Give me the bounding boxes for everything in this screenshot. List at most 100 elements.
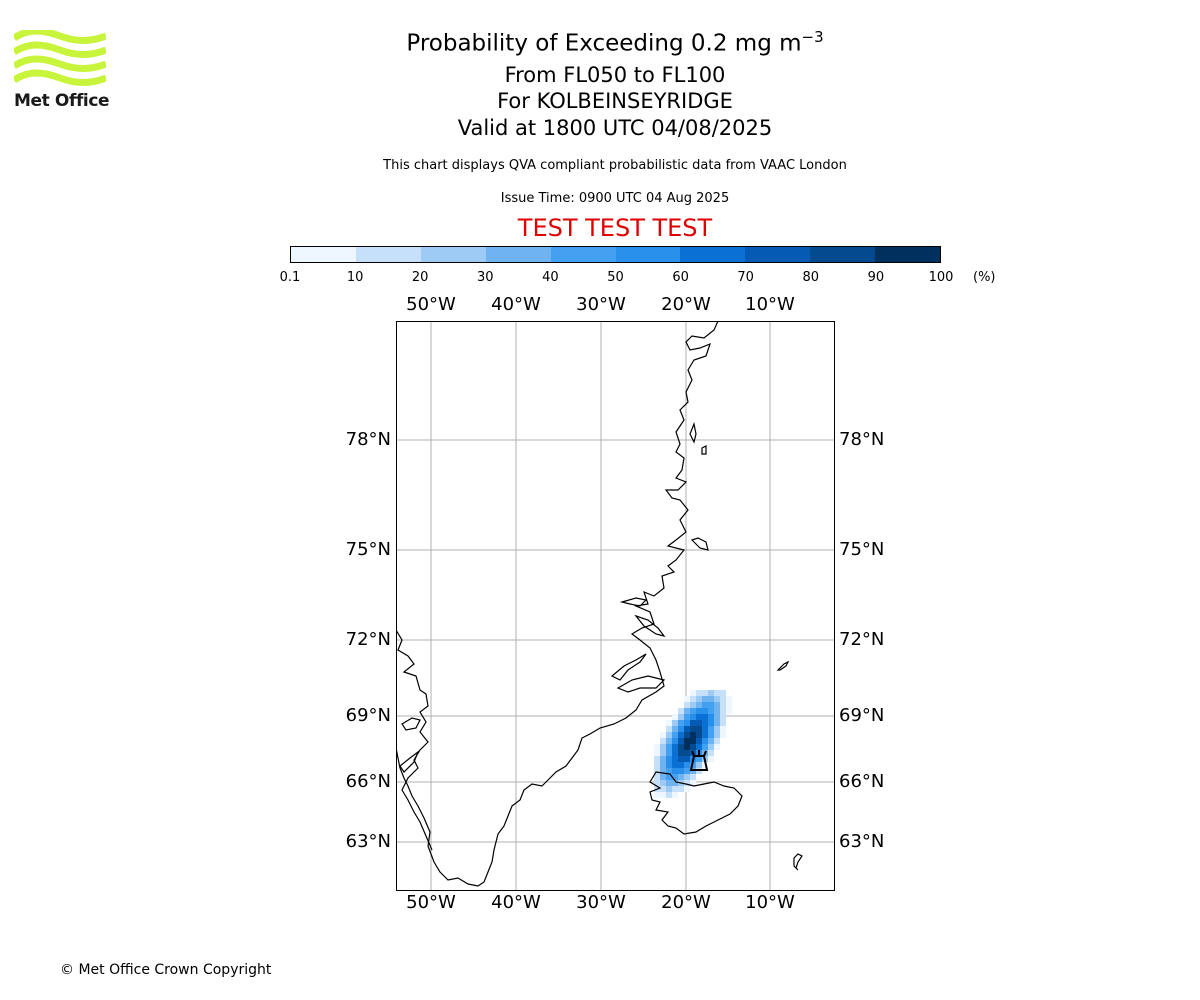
probability-cell (720, 726, 726, 732)
probability-cell (690, 696, 696, 702)
probability-cell (672, 726, 678, 732)
colorbar-tick-label: 100 (928, 270, 954, 285)
probability-cell (714, 708, 720, 714)
probability-cell (696, 726, 702, 732)
latitude-label-left: 78°N (345, 429, 391, 450)
colorbar-segment (420, 247, 486, 262)
probability-cell (684, 756, 690, 762)
colorbar-tick-label: 40 (542, 270, 559, 285)
probability-cell (696, 714, 702, 720)
latitude-label-right: 78°N (839, 429, 885, 450)
probability-cell (660, 792, 666, 798)
probability-cell (702, 720, 708, 726)
probability-cell (660, 768, 666, 774)
probability-cell (678, 738, 684, 744)
map-panel (396, 321, 835, 891)
probability-cell (720, 720, 726, 726)
map-background (396, 321, 835, 891)
coastlines (396, 321, 803, 887)
latitude-label-left: 69°N (345, 705, 391, 726)
colorbar-segment (810, 247, 876, 262)
probability-cell (702, 690, 708, 696)
probability-cell (672, 768, 678, 774)
probability-cell (654, 762, 660, 768)
issue-time: Issue Time: 0900 UTC 04 Aug 2025 (500, 191, 730, 206)
probability-cell (684, 768, 690, 774)
probability-cell (672, 720, 678, 726)
colorbar-segment (355, 247, 421, 262)
map-gridlines (396, 321, 835, 891)
probability-cell (666, 786, 672, 792)
latitude-label-right: 75°N (839, 539, 885, 560)
faroe-islands (793, 853, 803, 871)
probability-cell (708, 702, 714, 708)
probability-cell (672, 732, 678, 738)
probability-cell (708, 708, 714, 714)
probability-cell (654, 756, 660, 762)
probability-cell (726, 702, 732, 708)
probability-cell (672, 756, 678, 762)
probability-cell (714, 744, 720, 750)
latitude-label-left: 72°N (345, 629, 391, 650)
probability-cell (720, 696, 726, 702)
probability-cell (672, 750, 678, 756)
latitude-label-left: 66°N (345, 771, 391, 792)
probability-cell (708, 696, 714, 702)
probability-cell (690, 738, 696, 744)
ash-probability-field (654, 690, 732, 798)
probability-cell (720, 690, 726, 696)
probability-cell (708, 738, 714, 744)
probability-cell (672, 714, 678, 720)
probability-cell (690, 702, 696, 708)
longitude-label-top: 20°W (661, 294, 711, 315)
probability-cell (678, 720, 684, 726)
latitude-label-right: 66°N (839, 771, 885, 792)
colorbar-unit: (%) (973, 270, 996, 285)
probability-cell (666, 738, 672, 744)
probability-cell (678, 726, 684, 732)
probability-cell (702, 738, 708, 744)
colorbar-segment (485, 247, 551, 262)
colorbar-segment (745, 247, 811, 262)
colorbar-tick-label: 60 (672, 270, 689, 285)
probability-cell (660, 774, 666, 780)
svalbard-east-island (689, 421, 697, 444)
greenland-west-coast (396, 629, 433, 851)
colorbar-tick-label: 90 (867, 270, 885, 285)
chart-title: Probability of Exceeding 0.2 mg m−3 (0, 28, 1200, 57)
probability-cell (690, 732, 696, 738)
probability-cell (714, 714, 720, 720)
probability-cell (666, 750, 672, 756)
probability-cell (660, 732, 666, 738)
probability-cell (654, 750, 660, 756)
jan-mayen (776, 660, 790, 671)
probability-cell (702, 696, 708, 702)
probability-cell (654, 792, 660, 798)
probability-cell (660, 780, 666, 786)
colorbar-tick-label: 80 (802, 270, 820, 285)
met-office-logo-text: Met Office (14, 91, 110, 111)
colorbar-segment (680, 247, 746, 262)
probability-cell (708, 726, 714, 732)
probability-cell (666, 762, 672, 768)
probability-cell (690, 774, 696, 780)
probability-cell (702, 708, 708, 714)
probability-cell (708, 744, 714, 750)
probability-cell (672, 792, 678, 798)
probability-cell (690, 690, 696, 696)
probability-cell (708, 750, 714, 756)
probability-cell (672, 744, 678, 750)
probability-cell (720, 702, 726, 708)
colorbar-segment (550, 247, 616, 262)
probability-cell (708, 732, 714, 738)
probability-cell (690, 714, 696, 720)
probability-cell (660, 750, 666, 756)
probability-cell (702, 744, 708, 750)
probability-cell (660, 738, 666, 744)
probability-cell (720, 732, 726, 738)
probability-cell (678, 732, 684, 738)
probability-cell (660, 762, 666, 768)
probability-cell (714, 720, 720, 726)
probability-cell (696, 744, 702, 750)
probability-cell (690, 780, 696, 786)
